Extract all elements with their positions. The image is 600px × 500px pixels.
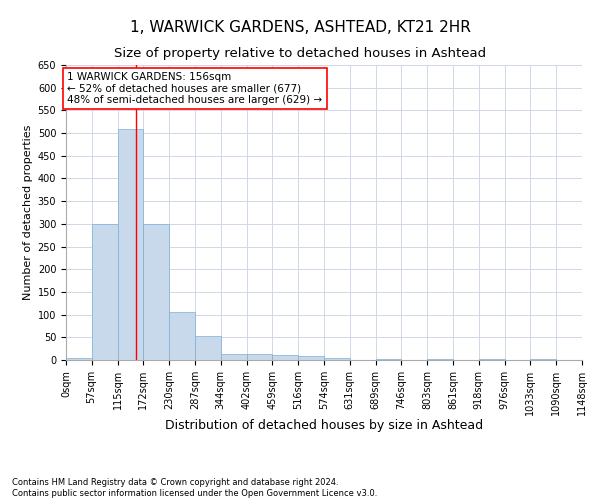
X-axis label: Distribution of detached houses by size in Ashtead: Distribution of detached houses by size … bbox=[165, 419, 483, 432]
Bar bbox=[324, 358, 350, 360]
Y-axis label: Number of detached properties: Number of detached properties bbox=[23, 125, 34, 300]
Bar bbox=[376, 358, 401, 360]
Bar bbox=[169, 312, 195, 360]
Text: 1 WARWICK GARDENS: 156sqm
← 52% of detached houses are smaller (677)
48% of semi: 1 WARWICK GARDENS: 156sqm ← 52% of detac… bbox=[67, 72, 322, 105]
Bar bbox=[479, 358, 505, 360]
Bar bbox=[247, 354, 272, 360]
Bar bbox=[143, 224, 169, 360]
Bar bbox=[272, 354, 298, 360]
Bar bbox=[298, 356, 324, 360]
Bar bbox=[118, 128, 143, 360]
Text: 1, WARWICK GARDENS, ASHTEAD, KT21 2HR: 1, WARWICK GARDENS, ASHTEAD, KT21 2HR bbox=[130, 20, 470, 35]
Bar bbox=[66, 358, 92, 360]
Bar bbox=[195, 336, 221, 360]
Bar bbox=[92, 224, 118, 360]
Text: Contains HM Land Registry data © Crown copyright and database right 2024.
Contai: Contains HM Land Registry data © Crown c… bbox=[12, 478, 377, 498]
Bar bbox=[221, 354, 247, 360]
Bar bbox=[530, 358, 556, 360]
Text: Size of property relative to detached houses in Ashtead: Size of property relative to detached ho… bbox=[114, 48, 486, 60]
Bar bbox=[427, 358, 453, 360]
